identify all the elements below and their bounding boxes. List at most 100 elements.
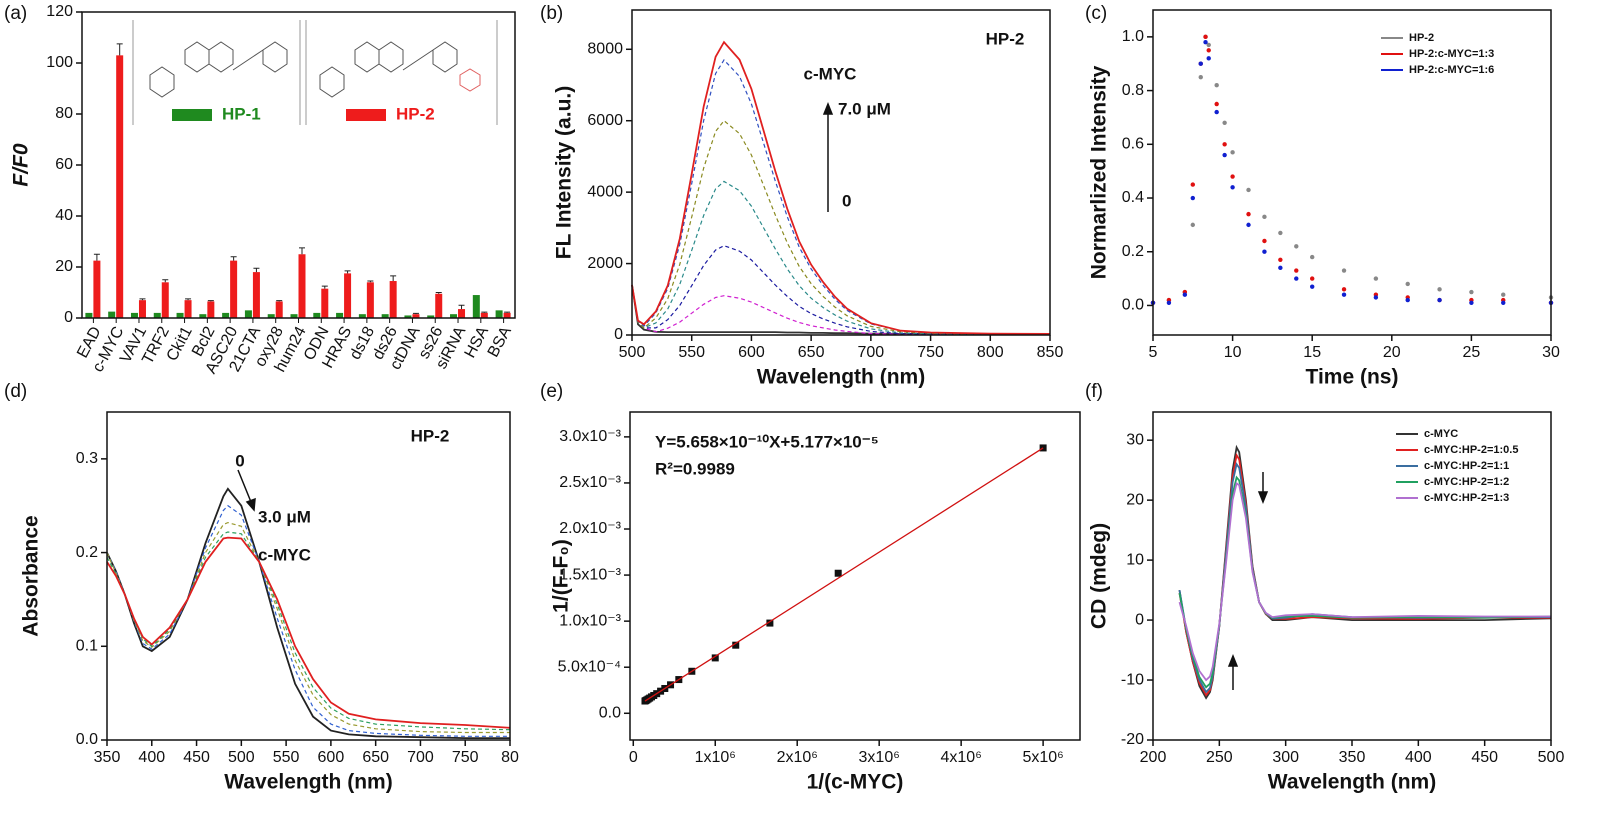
bar <box>230 260 238 318</box>
error-bar <box>185 298 192 301</box>
error-bar <box>253 267 260 273</box>
bar <box>321 288 329 318</box>
annotation: Y=5.658×10⁻¹⁰X+5.177×10⁻⁵ <box>655 432 879 451</box>
legend-label: c-MYC:HP-2=1:3 <box>1424 492 1509 504</box>
bar <box>503 312 511 318</box>
plot-frame <box>629 411 1081 741</box>
x-tick-label: 80 <box>501 749 519 766</box>
annotation: c-MYC <box>804 64 857 83</box>
error-bar <box>299 247 305 255</box>
y-tick-label: 0.0 <box>76 731 98 748</box>
x-tick-label: 800 <box>977 344 1004 361</box>
point <box>1469 289 1474 295</box>
point <box>1278 265 1283 271</box>
point <box>1222 120 1227 126</box>
bar <box>108 311 116 318</box>
bar <box>222 312 230 318</box>
error-bar <box>276 300 283 302</box>
bar <box>336 312 344 318</box>
x-tick-label: 400 <box>138 749 165 766</box>
arrow-head <box>822 101 834 115</box>
point <box>1262 238 1267 244</box>
y-tick-label: 0.6 <box>1122 136 1144 153</box>
x-tick-label: 650 <box>362 749 389 766</box>
point <box>1214 83 1219 88</box>
point <box>732 641 740 649</box>
x-tick-label: 750 <box>452 749 479 766</box>
annotation: c-MYC <box>258 545 311 564</box>
structure-hp2 <box>319 41 458 98</box>
y-tick-label: 0.2 <box>1122 243 1144 260</box>
error-bar <box>344 270 351 274</box>
arrow-head <box>1257 491 1269 505</box>
x-axis-title: Wavelength (nm) <box>757 366 925 389</box>
point <box>1230 174 1235 179</box>
point <box>1310 284 1315 289</box>
y-tick-label: 30 <box>1126 431 1144 448</box>
curve <box>631 40 1051 335</box>
curve <box>631 119 1050 335</box>
error-bar <box>162 279 169 283</box>
x-tick-label: 20 <box>1383 344 1401 361</box>
structure-piperazine <box>459 68 481 92</box>
plot-area <box>641 444 1047 705</box>
x-tick-label: 15 <box>1303 344 1321 361</box>
panel-label: (b) <box>540 3 563 24</box>
plot-frame <box>1152 9 1552 336</box>
plot-frame <box>631 9 1051 336</box>
point <box>1190 182 1196 187</box>
point <box>1341 292 1347 297</box>
annotation: 3.0 μM <box>258 507 311 526</box>
curve <box>1178 452 1551 697</box>
point <box>1341 268 1347 273</box>
point <box>1246 222 1251 228</box>
y-tick-label: 60 <box>55 156 73 173</box>
legend-label: HP-1 <box>222 104 261 123</box>
point <box>1469 300 1474 305</box>
point <box>1294 268 1299 273</box>
bar <box>495 310 503 318</box>
y-axis-title: FL Intensity (a.u.) <box>553 86 576 259</box>
y-tick-label: 0 <box>1135 611 1144 628</box>
y-tick-label: 1.0 <box>1122 28 1144 45</box>
panel-label: (f) <box>1085 381 1103 402</box>
point <box>1278 257 1283 262</box>
error-bar <box>230 256 237 261</box>
curve <box>631 284 1050 336</box>
bar <box>161 282 169 318</box>
arrow-head <box>245 497 256 512</box>
y-tick-label: 10 <box>1126 551 1144 568</box>
annotation: 0 <box>842 191 851 210</box>
bar <box>267 314 275 318</box>
error-bar <box>116 43 123 56</box>
y-axis-title: CD (mdeg) <box>1088 523 1111 629</box>
x-tick-label: 500 <box>1538 749 1565 766</box>
error-bar <box>458 304 465 310</box>
point <box>1405 297 1410 303</box>
x-tick-label: 500 <box>228 749 255 766</box>
plot-area <box>631 40 1051 336</box>
x-tick-label: 1x10⁶ <box>695 749 736 766</box>
x-tick-label: 350 <box>94 749 121 766</box>
x-tick-label: 25 <box>1463 344 1481 361</box>
x-tick-label: 3x10⁶ <box>859 749 900 766</box>
error-bar <box>504 311 511 313</box>
point <box>1262 249 1267 254</box>
x-tick-label: 4x10⁶ <box>941 749 982 766</box>
curve <box>106 536 511 729</box>
y-tick-label: 80 <box>55 105 73 122</box>
panel: (d) 0.0 0.1 0.2 0.3 350 400 450 500 550 600 650 700 7… <box>4 381 519 794</box>
x-tick-label: 700 <box>858 344 885 361</box>
x-tick-label: 700 <box>407 749 434 766</box>
point <box>1246 187 1251 193</box>
fit-line <box>644 447 1044 702</box>
x-tick-label: 850 <box>1037 344 1064 361</box>
x-tick-label: 10 <box>1224 344 1242 361</box>
plot-frame <box>1152 411 1552 741</box>
panel-label: (d) <box>4 381 27 402</box>
y-tick-label: 0.2 <box>76 544 98 561</box>
bar <box>435 293 443 318</box>
point <box>1278 230 1283 236</box>
panel-label: (a) <box>4 3 27 24</box>
